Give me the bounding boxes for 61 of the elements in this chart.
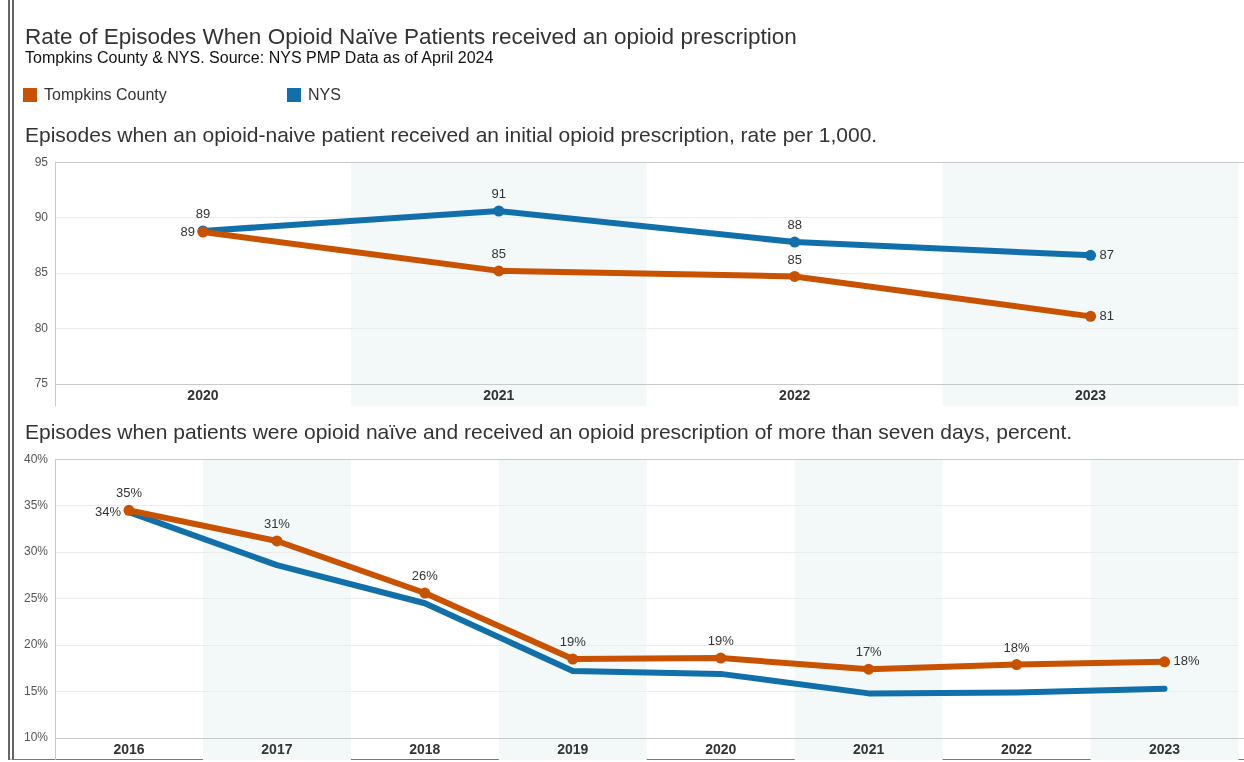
point [123,504,135,516]
point [271,535,283,547]
x-tick-label: 2020 [187,387,219,404]
point [493,205,505,217]
y-tick-label: 80 [34,320,49,335]
x-tick-label: 2022 [779,387,811,404]
y-tick-label: 95 [34,154,49,169]
point [567,653,579,665]
data-label: 85 [491,245,507,261]
text: Tompkins County & NYS. Source: NYS PMP Data as of April 2024 [25,49,495,67]
point [1159,656,1171,668]
data-label: 88 [787,217,802,233]
y-tick-label: 90 [34,209,49,224]
point [1011,659,1023,671]
data-label: 87 [1099,246,1115,262]
data-label: 34% [94,503,122,519]
x-tick-label: 2021 [483,387,515,404]
x-tick-label: 2018 [409,741,441,758]
data-label: 91 [491,186,507,202]
data-label: 85 [787,251,802,267]
data-label: 89 [180,223,195,239]
y-tick-label: 35% [23,497,49,512]
point [715,652,727,664]
x-tick-label: 2017 [261,741,293,758]
x-tick-label: 2023 [1148,741,1181,758]
x-tick-label: 2021 [853,741,885,758]
legend-label: Tompkins County [44,86,167,104]
data-label: 31% [263,516,291,532]
x-tick-label: 2020 [705,741,737,758]
point [863,663,875,675]
y-tick-label: 10% [23,730,49,745]
legend-label: NYS [308,86,341,104]
y-tick-label: 75 [34,376,49,391]
data-label: 18% [1003,639,1031,655]
y-tick-label: 20% [23,637,49,652]
text: Rate of Episodes When Opioid Naïve Patients received an opioid prescription [25,24,798,50]
y-tick-label: 40% [23,451,49,466]
data-label: 19% [559,634,587,650]
x-tick-label: 2022 [1001,741,1033,758]
x-tick-label: 2023 [1074,387,1107,404]
data-label: 81 [1099,307,1115,323]
y-tick-label: 25% [23,590,49,605]
chart-title: Episodes when an opioid-naive patient received an initial opioid prescription, rate per 1,000. [25,123,879,147]
point [789,236,801,248]
data-label: 35% [115,485,143,501]
chart-title: Episodes when patients were opioid naïve and received an opioid prescription of more than seven days, percent. [25,420,1074,444]
point [1085,310,1097,322]
data-label: 89 [195,206,211,222]
point [419,587,431,599]
data-label: 17% [855,644,883,660]
point [789,270,801,282]
data-label: 26% [411,568,439,584]
point [493,265,505,277]
data-label: 18% [1173,653,1200,669]
x-tick-label: 2016 [113,741,145,758]
x-tick-label: 2019 [557,741,589,758]
y-tick-label: 15% [23,683,49,698]
y-tick-label: 30% [23,544,49,559]
data-label: 19% [707,633,735,649]
point [1085,249,1097,261]
y-tick-label: 85 [34,265,49,280]
